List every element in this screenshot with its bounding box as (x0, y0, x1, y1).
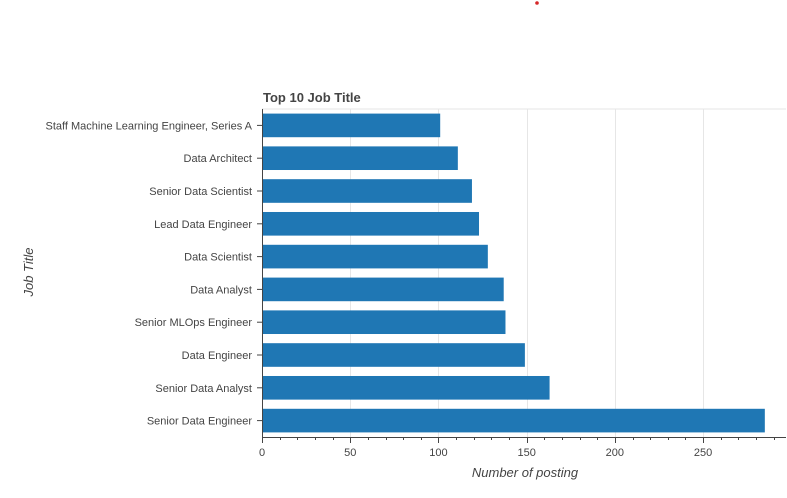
x-tick-label-0: 0 (259, 447, 265, 459)
bar-7 (262, 343, 525, 367)
bars (262, 113, 765, 433)
bar-5 (262, 277, 504, 302)
category-label-8: Senior Data Analyst (155, 383, 252, 395)
chart-title: Top 10 Job Title (263, 90, 361, 105)
x-axis-title: Number of posting (472, 465, 579, 480)
category-label-4: Data Scientist (184, 252, 252, 264)
x-tick-label-5: 250 (694, 447, 712, 459)
x-tick-label-4: 200 (606, 447, 624, 459)
bar-3 (262, 211, 480, 236)
bar-6 (262, 310, 506, 335)
x-tick-label-3: 150 (517, 447, 535, 459)
bar-0 (262, 113, 441, 138)
category-label-6: Senior MLOps Engineer (135, 317, 253, 329)
category-label-2: Senior Data Scientist (149, 186, 252, 198)
x-tick-label-1: 50 (344, 447, 356, 459)
category-label-5: Data Analyst (190, 284, 252, 296)
bar-9 (262, 408, 765, 433)
red-dot-marker (535, 1, 539, 5)
x-tick-label-2: 100 (429, 447, 447, 459)
category-label-7: Data Engineer (182, 350, 253, 362)
y-axis-title: Job Title (21, 247, 36, 297)
category-label-1: Data Architect (184, 153, 252, 165)
bar-8 (262, 375, 550, 400)
category-label-9: Senior Data Engineer (147, 416, 253, 428)
category-label-0: Staff Machine Learning Engineer, Series … (46, 120, 253, 132)
category-label-3: Lead Data Engineer (154, 219, 252, 231)
bar-4 (262, 244, 488, 269)
bar-1 (262, 146, 458, 171)
bar-2 (262, 179, 472, 203)
axes: Staff Machine Learning Engineer, Series … (46, 109, 786, 459)
